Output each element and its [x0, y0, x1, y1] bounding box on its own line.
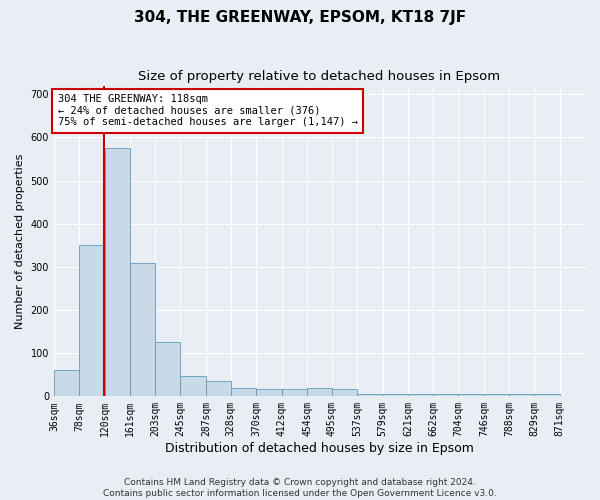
Y-axis label: Number of detached properties: Number of detached properties	[15, 154, 25, 328]
Bar	[458, 394, 484, 396]
Text: Contains HM Land Registry data © Crown copyright and database right 2024.
Contai: Contains HM Land Registry data © Crown c…	[103, 478, 497, 498]
Bar	[155, 342, 181, 396]
Bar	[534, 394, 560, 396]
Bar	[408, 394, 433, 396]
Bar	[281, 388, 307, 396]
Bar	[358, 394, 383, 396]
Bar	[484, 394, 509, 396]
Text: 304 THE GREENWAY: 118sqm
← 24% of detached houses are smaller (376)
75% of semi-: 304 THE GREENWAY: 118sqm ← 24% of detach…	[58, 94, 358, 128]
Bar	[54, 370, 79, 396]
Bar	[383, 394, 408, 396]
Bar	[332, 388, 358, 396]
Bar	[307, 388, 332, 396]
Bar	[79, 246, 105, 396]
Text: 304, THE GREENWAY, EPSOM, KT18 7JF: 304, THE GREENWAY, EPSOM, KT18 7JF	[134, 10, 466, 25]
Bar	[433, 394, 458, 396]
Bar	[509, 394, 534, 396]
Bar	[206, 381, 231, 396]
Bar	[181, 376, 206, 396]
Bar	[105, 148, 130, 396]
Bar	[231, 388, 256, 396]
Bar	[256, 388, 281, 396]
X-axis label: Distribution of detached houses by size in Epsom: Distribution of detached houses by size …	[165, 442, 474, 455]
Bar	[130, 262, 155, 396]
Title: Size of property relative to detached houses in Epsom: Size of property relative to detached ho…	[139, 70, 500, 83]
